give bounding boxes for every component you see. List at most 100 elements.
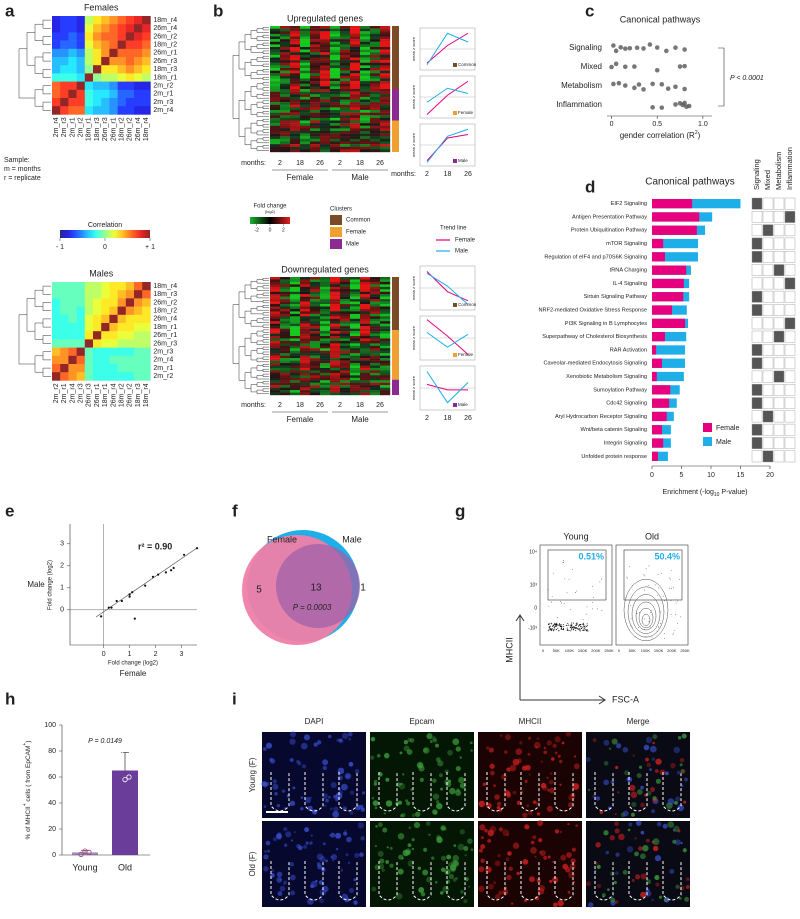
- gene-cell: [380, 115, 391, 119]
- gene-cell: [280, 128, 291, 132]
- heatmap-cell: [142, 355, 151, 365]
- tissue-signal: [435, 800, 440, 804]
- gene-cell: [330, 110, 341, 113]
- gene-cell: [300, 146, 311, 150]
- gene-cell: [330, 311, 341, 315]
- gene-cell: [280, 328, 291, 332]
- event-dot: [549, 628, 551, 630]
- gene-cell: [270, 146, 281, 150]
- class-header: Signaling: [752, 159, 761, 190]
- category-label: Caveolar-mediated Endocytosis Signaling: [543, 361, 647, 367]
- crypt-outline: [270, 772, 290, 812]
- cluster-bar: [392, 330, 399, 380]
- point: [78, 851, 84, 857]
- gene-cell: [300, 365, 311, 369]
- gene-cell: [340, 36, 351, 40]
- category-label: Inflammation: [556, 100, 602, 109]
- dendrogram: [262, 292, 269, 296]
- gene-cell: [290, 136, 301, 140]
- tissue-signal: [371, 796, 375, 800]
- tissue-signal: [667, 798, 675, 805]
- gene-cell: [380, 340, 391, 344]
- event-dot: [582, 623, 584, 625]
- gene-cell: [270, 355, 281, 359]
- tissue-signal: [652, 795, 657, 801]
- gene-cell: [300, 102, 311, 105]
- gene-cell: [290, 68, 301, 71]
- tissue-signal: [449, 864, 457, 871]
- gene-cell: [380, 284, 391, 288]
- gene-cell: [340, 28, 351, 32]
- tissue-signal: [534, 896, 540, 901]
- column-label: 2m_r1: [69, 117, 76, 137]
- gene-cell: [280, 372, 291, 376]
- event-dot: [574, 592, 576, 593]
- class-cell: [762, 423, 774, 436]
- gene-cell: [370, 336, 381, 339]
- tissue-signal: [505, 857, 510, 862]
- heatmap-cell: [109, 339, 118, 348]
- gene-cell: [330, 94, 341, 98]
- tissue-signal: [263, 854, 269, 860]
- gene-cell: [280, 62, 291, 66]
- event-dot: [670, 570, 672, 571]
- gene-cell: [300, 123, 311, 126]
- bar: [652, 411, 667, 422]
- dendrogram: [42, 367, 51, 377]
- event-dot: [560, 627, 562, 629]
- gene-cell: [360, 331, 371, 334]
- gene-cell: [360, 117, 371, 121]
- class-cell: [773, 397, 785, 410]
- gene-cell: [270, 99, 281, 103]
- tissue-signal: [634, 874, 641, 880]
- tissue-signal: [640, 853, 646, 860]
- gene-cell: [270, 321, 281, 324]
- event-dot: [631, 627, 633, 629]
- tissue-signal: [498, 827, 504, 832]
- tissue-signal: [617, 791, 620, 794]
- gene-cell: [360, 365, 371, 369]
- gene-cell: [350, 336, 361, 339]
- dendrogram: [238, 346, 245, 381]
- event-dot: [571, 627, 573, 629]
- dendrogram: [34, 322, 43, 340]
- event-dot: [551, 623, 553, 625]
- event-dot: [658, 625, 660, 627]
- gene-cell: [350, 149, 361, 153]
- gene-cell: [300, 57, 311, 61]
- column-label: 26m_r1: [110, 117, 117, 141]
- tissue-signal: [411, 838, 415, 842]
- gene-cell: [270, 382, 281, 386]
- heatmap-cell: [68, 65, 77, 74]
- heatmap-cell: [60, 24, 69, 33]
- gene-cell: [360, 141, 371, 145]
- gene-cell: [370, 54, 381, 58]
- tissue-signal: [441, 826, 445, 830]
- group-label: Female: [287, 173, 314, 182]
- gene-cell: [370, 57, 381, 61]
- gene-cell: [290, 345, 301, 349]
- dendrogram: [256, 83, 263, 90]
- heatmap-cell: [68, 314, 77, 324]
- gene-cell: [350, 102, 361, 105]
- gene-cell: [330, 296, 341, 300]
- gene-cell: [290, 39, 301, 42]
- tissue-signal: [478, 848, 483, 853]
- gene-cell: [360, 377, 371, 381]
- legend-label: Female: [455, 238, 476, 244]
- chart-title: Canonical pathways: [620, 14, 701, 24]
- gene-cell: [300, 120, 311, 124]
- gene-cell: [370, 318, 381, 322]
- gene-cell: [380, 94, 391, 98]
- gene-cell: [270, 133, 281, 137]
- tissue-signal: [533, 741, 541, 749]
- tissue-signal: [683, 800, 687, 804]
- gene-cell: [320, 104, 331, 108]
- gene-cell: [380, 277, 391, 280]
- gene-cell: [360, 99, 371, 103]
- gene-cell: [360, 94, 371, 98]
- gene-cell: [290, 286, 301, 290]
- gene-cell: [330, 120, 341, 124]
- bar: [652, 305, 673, 315]
